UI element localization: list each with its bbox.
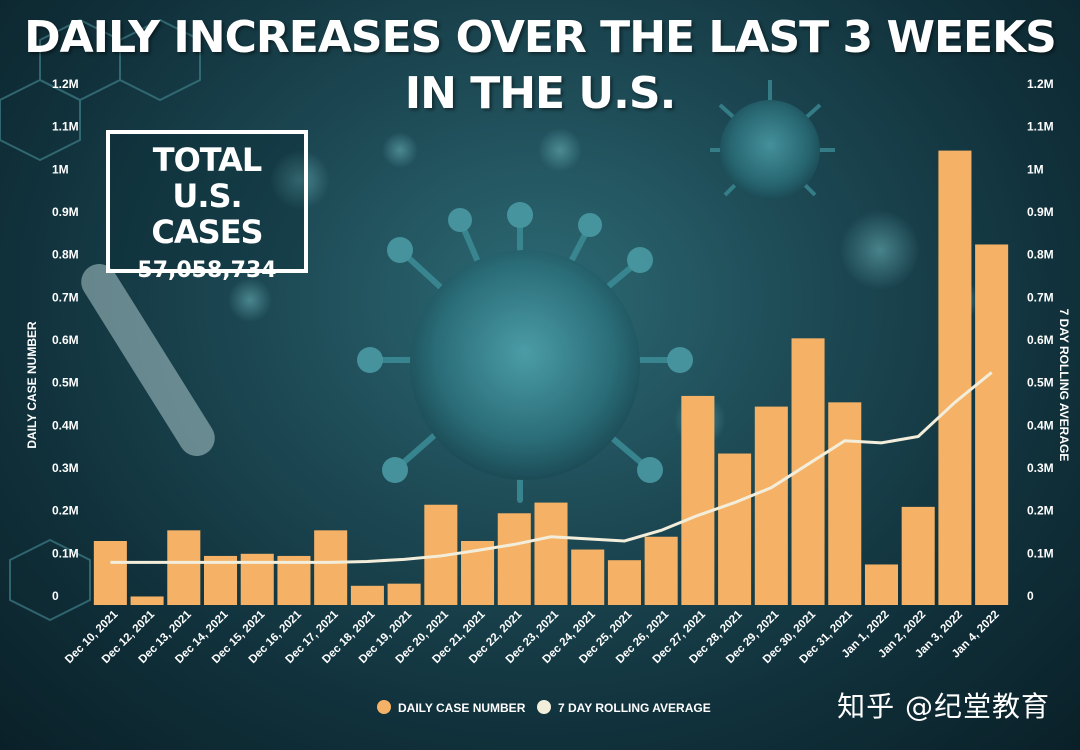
molecule-icon [0, 18, 201, 622]
bar [938, 150, 972, 605]
y-axis-label-right: 7 DAY ROLLING AVERAGE [1057, 309, 1071, 462]
y-tick-label: 1.1M [52, 120, 79, 134]
virus-icon [710, 80, 835, 200]
bar [571, 549, 605, 605]
y-tick-label: 0.2M [52, 504, 79, 518]
y2-tick-label: 1.2M [1027, 77, 1054, 91]
y-tick-label: 0.9M [52, 205, 79, 219]
total-cases-label: TOTAL U.S. CASES [151, 141, 263, 251]
bar [681, 395, 715, 605]
y2-tick-label: 0.3M [1027, 461, 1054, 475]
bar-series [93, 150, 1009, 605]
bar [350, 585, 384, 605]
bar [314, 530, 348, 605]
y-axis-label-left: DAILY CASE NUMBER [25, 321, 39, 449]
y2-tick-label: 1.1M [1027, 120, 1054, 134]
legend-swatch-average [537, 700, 551, 714]
bar [130, 596, 164, 605]
y-tick-label: 0.1M [52, 546, 79, 560]
bar [754, 406, 788, 605]
y-tick-label: 0.7M [52, 290, 79, 304]
bar [901, 506, 935, 605]
bar [534, 502, 568, 605]
y2-tick-label: 0.1M [1027, 546, 1054, 560]
y-tick-label: 0.8M [52, 248, 79, 262]
y2-tick-label: 0.2M [1027, 504, 1054, 518]
total-cases-box: TOTAL U.S. CASES 57,058,734 [106, 130, 308, 283]
legend-swatch-daily [377, 700, 391, 714]
y-axis-right: 0 0.1M 0.2M 0.3M 0.4M 0.5M 0.6M 0.7M 0.8M 0.9M 1M 1… [1027, 77, 1054, 603]
test-tube-icon [81, 263, 215, 457]
y-tick-label: 0.4M [52, 418, 79, 432]
y-tick-label: 1M [52, 162, 69, 176]
bar [607, 560, 641, 605]
legend-label-daily: DAILY CASE NUMBER [398, 701, 526, 715]
y2-tick-label: 1M [1027, 162, 1044, 176]
bar [93, 541, 127, 605]
y-axis-left: 0 0.1M 0.2M 0.3M 0.4M 0.5M 0.6M 0.7M 0.8M 0.9M 1M 1… [52, 77, 79, 603]
y2-tick-label: 0 [1027, 589, 1034, 603]
y2-tick-label: 0.9M [1027, 205, 1054, 219]
bar [497, 513, 531, 605]
y-tick-label: 0 [52, 589, 59, 603]
watermark: 知乎 @纪堂教育 [837, 690, 1050, 723]
bar [203, 555, 238, 605]
bar [387, 583, 421, 605]
y-tick-label: 1.2M [52, 77, 79, 91]
bar [644, 536, 678, 605]
bar [975, 244, 1009, 605]
bar [828, 402, 862, 605]
virus-icon [357, 202, 693, 503]
legend: DAILY CASE NUMBER 7 DAY ROLLING AVERAGE [377, 700, 711, 715]
chart-title: DAILY INCREASES OVER THE LAST 3 WEEKS IN … [24, 12, 1057, 119]
bar [864, 564, 899, 605]
y-tick-label: 0.5M [52, 376, 79, 390]
y-tick-label: 0.3M [52, 461, 79, 475]
y-tick-label: 0.6M [52, 333, 79, 347]
y2-tick-label: 0.5M [1027, 376, 1054, 390]
bar [277, 555, 311, 605]
y2-tick-label: 0.7M [1027, 290, 1054, 304]
y2-tick-label: 0.8M [1027, 248, 1054, 262]
bar [167, 530, 201, 605]
legend-label-average: 7 DAY ROLLING AVERAGE [558, 701, 711, 715]
y2-tick-label: 0.6M [1027, 333, 1054, 347]
rolling-average-line [110, 371, 993, 564]
bar [718, 453, 752, 605]
total-cases-value: 57,058,734 [137, 258, 277, 283]
y2-tick-label: 0.4M [1027, 418, 1054, 432]
